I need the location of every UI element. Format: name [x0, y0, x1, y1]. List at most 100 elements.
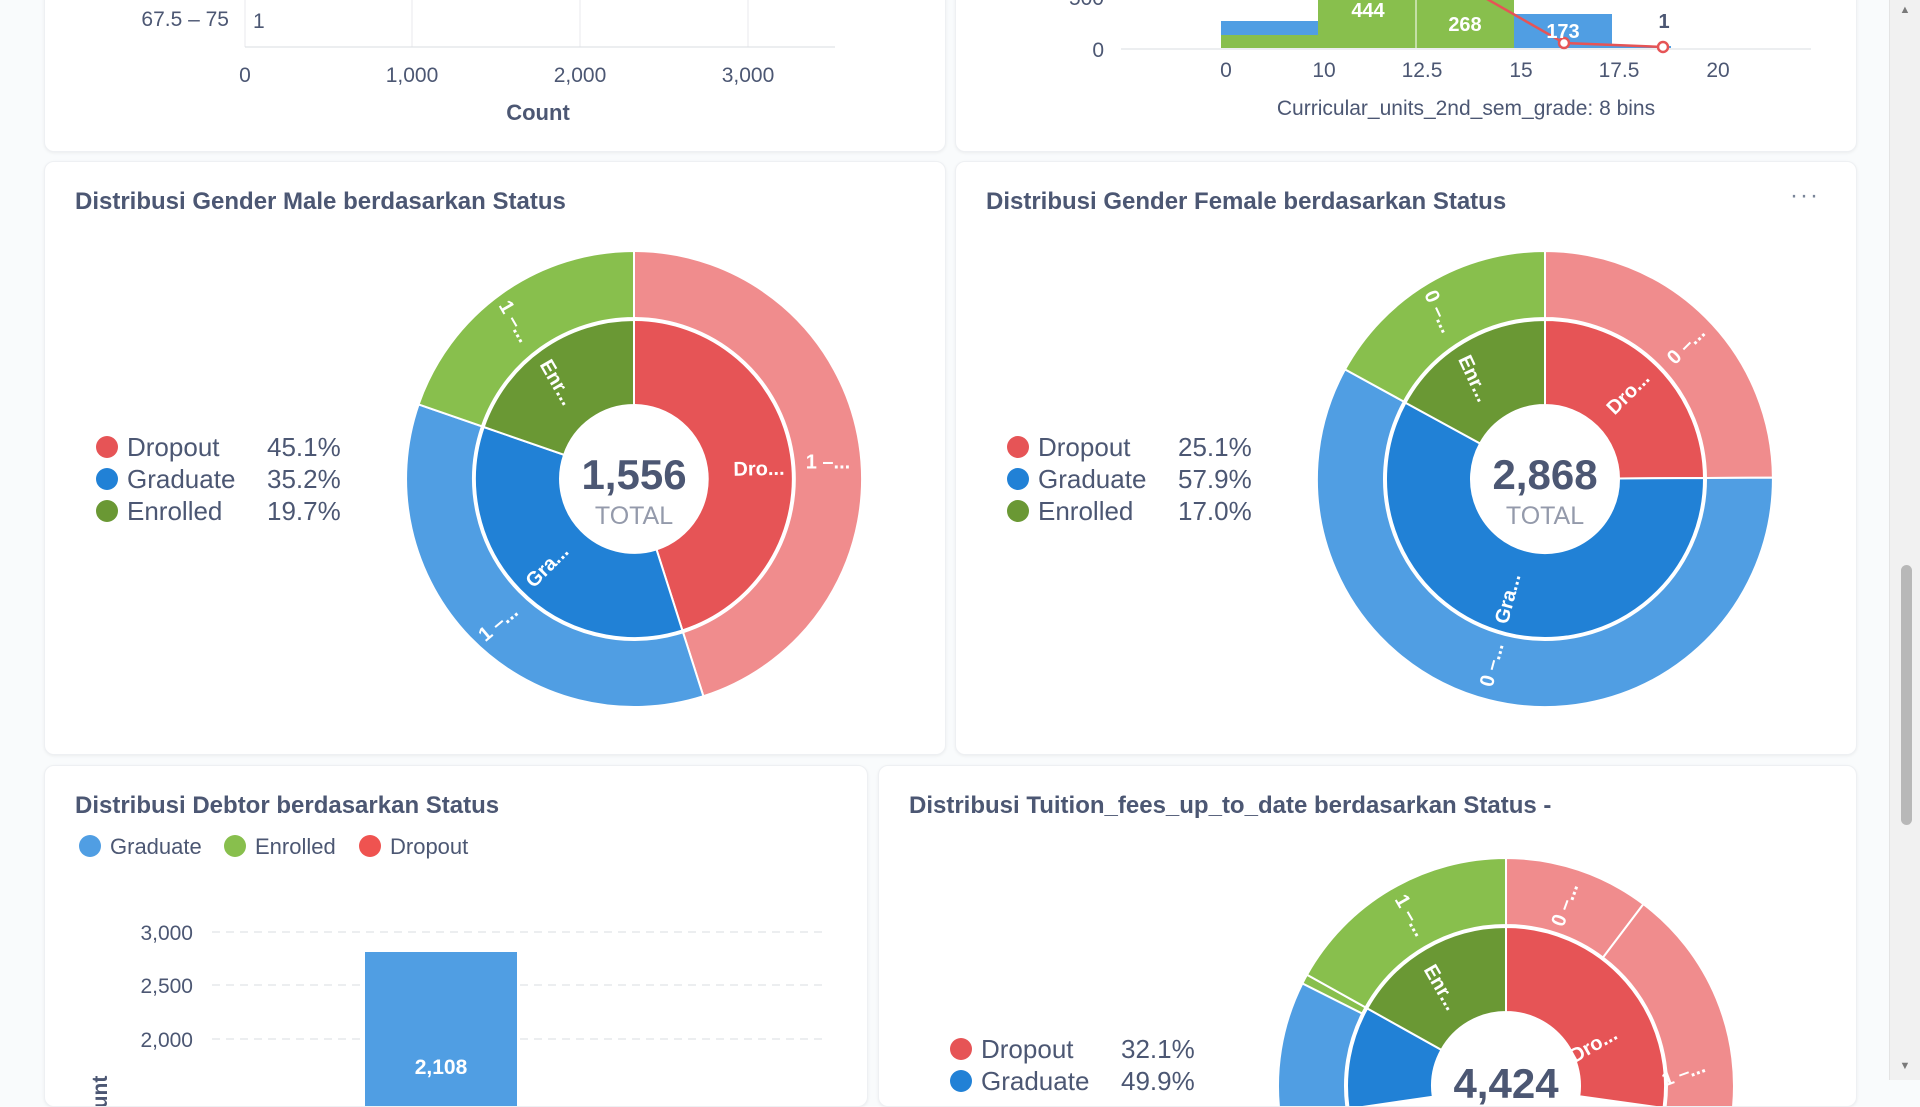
- bins-bar-enrolled[interactable]: [1318, 0, 1416, 48]
- tuition-inner-slice-enrolled[interactable]: [1365, 925, 1507, 1052]
- male-legend-label[interactable]: Graduate: [127, 464, 235, 494]
- female-gender-card: Distribusi Gender Female berdasarkan Sta…: [955, 161, 1857, 755]
- male-outer-label-dropout: 1 –...: [806, 451, 850, 473]
- debtor-y-tick: 2,500: [140, 975, 193, 998]
- page-scrollbar[interactable]: ▲ ▼: [1889, 0, 1920, 1080]
- male-legend-label[interactable]: Dropout: [127, 432, 220, 462]
- male-outer-slice-dropout[interactable]: [633, 249, 864, 698]
- bins-x-tick: 0: [1220, 59, 1232, 82]
- scrollbar-thumb[interactable]: [1901, 565, 1912, 825]
- histogram-row-value: 1: [253, 10, 265, 33]
- bins-y-tick: 0: [1092, 39, 1104, 62]
- male-total-value: 1,556: [581, 451, 686, 498]
- debtor-y-axis-label: Count: [89, 1076, 112, 1106]
- bins-x-tick: 10: [1312, 59, 1335, 82]
- male-legend-dot-enrolled[interactable]: [96, 500, 118, 522]
- female-outer-slice-enrolled[interactable]: [1343, 249, 1546, 403]
- debtor-legend-dot-dropout[interactable]: [359, 835, 381, 857]
- histogram-x-axis-label: Count: [506, 100, 570, 125]
- male-legend-dot-dropout[interactable]: [96, 436, 118, 458]
- debtor-bar-graduate[interactable]: [365, 952, 517, 1106]
- debtor-legend-label[interactable]: Graduate: [110, 834, 202, 859]
- tuition-legend-pct: 49.9%: [1121, 1066, 1195, 1096]
- debtor-y-tick: 3,000: [140, 922, 193, 945]
- female-total-value: 2,868: [1492, 451, 1597, 498]
- bins-chart: 500 0 444 268 173 1 0 10 12.5 15 17.5 20…: [1069, 0, 1811, 120]
- female-inner-slice-enrolled[interactable]: [1404, 318, 1546, 445]
- tuition-legend-dot-graduate[interactable]: [950, 1070, 972, 1092]
- debtor-legend-label[interactable]: Enrolled: [255, 834, 336, 859]
- tuition-legend-pct: 32.1%: [1121, 1034, 1195, 1064]
- female-legend-dot-graduate[interactable]: [1007, 468, 1029, 490]
- bins-x-tick: 20: [1706, 59, 1729, 82]
- female-outer-slice-dropout[interactable]: [1544, 249, 1774, 480]
- tuition-legend-label[interactable]: Dropout: [981, 1034, 1074, 1064]
- female-legend-label[interactable]: Dropout: [1038, 432, 1131, 462]
- male-inner-slice-dropout[interactable]: [633, 318, 794, 632]
- female-legend-pct: 57.9%: [1178, 464, 1252, 494]
- bins-trend-point[interactable]: [1557, 36, 1571, 50]
- tuition-card: Distribusi Tuition_fees_up_to_date berda…: [878, 765, 1857, 1107]
- debtor-legend-dot-graduate[interactable]: [79, 835, 101, 857]
- debtor-bar-chart: Graduate Enrolled Dropout 3,000 2,500 2,…: [79, 834, 825, 1106]
- tuition-legend-label[interactable]: Graduate: [981, 1066, 1089, 1096]
- male-gender-card: Distribusi Gender Male berdasarkan Statu…: [44, 161, 946, 755]
- bins-y-tick: 500: [1069, 0, 1104, 10]
- histogram-x-tick: 3,000: [722, 64, 775, 87]
- female-legend: Dropout 25.1% Graduate 57.9% Enrolled 17…: [1007, 432, 1252, 526]
- bins-bar-enrolled[interactable]: [1416, 0, 1514, 48]
- male-inner-slice-graduate[interactable]: [473, 425, 684, 639]
- female-legend-dot-dropout[interactable]: [1007, 436, 1029, 458]
- male-donut: Dro... Gra... Enr... 1 –... 1 –... 1 –..…: [405, 249, 864, 708]
- male-outer-slice-enrolled[interactable]: [417, 249, 635, 428]
- tuition-donut-chart: Dropout 32.1% Graduate 49.9% Dro... Enr.…: [950, 856, 1735, 1106]
- female-inner-slice-graduate[interactable]: [1385, 401, 1706, 639]
- male-outer-slice-graduate[interactable]: [405, 403, 705, 708]
- female-donut: Dro... Gra... Enr... 0 –... 0 –... 0 –..…: [1315, 249, 1774, 709]
- female-outer-slice-graduate[interactable]: [1315, 368, 1774, 709]
- histogram-gridlines: [244, 0, 835, 48]
- tuition-total-value: 4,424: [1453, 1060, 1559, 1106]
- male-legend-label[interactable]: Enrolled: [127, 496, 222, 526]
- scroll-down-icon[interactable]: ▼: [1899, 1060, 1911, 1072]
- female-donut-chart: Dropout 25.1% Graduate 57.9% Enrolled 17…: [1007, 249, 1774, 709]
- tuition-legend: Dropout 32.1% Graduate 49.9%: [950, 1034, 1195, 1096]
- debtor-legend: Graduate Enrolled Dropout: [79, 834, 468, 859]
- female-legend-dot-enrolled[interactable]: [1007, 500, 1029, 522]
- histogram-x-tick: 2,000: [554, 64, 607, 87]
- histogram-card: 67.5 – 75 1 0 1,000 2,000 3,000 Count: [44, 0, 946, 152]
- tuition-outer-slice-dropout-1[interactable]: [1601, 902, 1735, 1106]
- male-legend-pct: 35.2%: [267, 464, 341, 494]
- bins-trend-point[interactable]: [1656, 40, 1670, 54]
- female-legend-pct: 25.1%: [1178, 432, 1252, 462]
- bins-bar-dropout-lower[interactable]: [1221, 35, 1318, 48]
- bins-bar-label: 173: [1546, 21, 1579, 43]
- tuition-outer-slice-enrolled-1[interactable]: [1305, 856, 1507, 1009]
- male-legend: Dropout 45.1% Graduate 35.2% Enrolled 19…: [96, 432, 341, 526]
- bins-bar-label: 1: [1658, 11, 1669, 33]
- tuition-legend-dot-dropout[interactable]: [950, 1038, 972, 1060]
- male-legend-dot-graduate[interactable]: [96, 468, 118, 490]
- debtor-legend-dot-enrolled[interactable]: [224, 835, 246, 857]
- female-inner-slice-dropout[interactable]: [1544, 318, 1706, 480]
- debtor-legend-label[interactable]: Dropout: [390, 834, 468, 859]
- male-legend-pct: 19.7%: [267, 496, 341, 526]
- bins-card: 500 0 444 268 173 1 0 10 12.5 15 17.5 20…: [955, 0, 1857, 152]
- female-legend-label[interactable]: Graduate: [1038, 464, 1146, 494]
- scroll-up-icon[interactable]: ▲: [1899, 4, 1911, 16]
- female-total-label: TOTAL: [1506, 502, 1584, 530]
- female-legend-label[interactable]: Enrolled: [1038, 496, 1133, 526]
- male-card-title: Distribusi Gender Male berdasarkan Statu…: [75, 188, 566, 215]
- male-total-label: TOTAL: [595, 502, 673, 530]
- bins-bar-label: 444: [1351, 0, 1385, 22]
- more-options-icon[interactable]: ···: [1790, 182, 1820, 209]
- female-card-title: Distribusi Gender Female berdasarkan Sta…: [986, 188, 1507, 215]
- male-donut-chart: Dropout 45.1% Graduate 35.2% Enrolled 19…: [96, 249, 864, 708]
- debtor-gridlines: [212, 931, 825, 1040]
- histogram-x-tick: 0: [239, 64, 251, 87]
- female-legend-pct: 17.0%: [1178, 496, 1252, 526]
- bins-x-tick: 15: [1509, 59, 1532, 82]
- bins-x-axis-label: Curricular_units_2nd_sem_grade: 8 bins: [1277, 97, 1655, 120]
- male-legend-pct: 45.1%: [267, 432, 341, 462]
- male-inner-slice-enrolled[interactable]: [482, 318, 635, 457]
